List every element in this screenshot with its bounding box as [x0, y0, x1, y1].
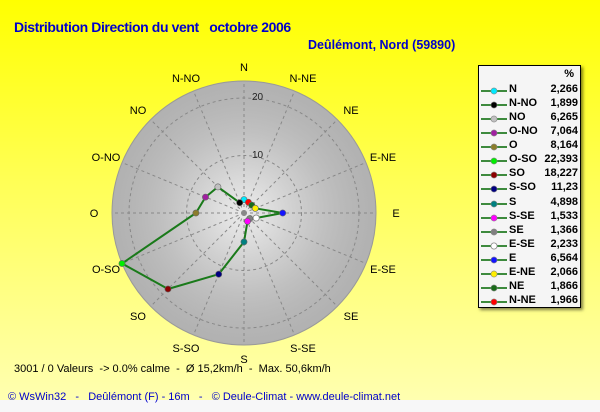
svg-text:S-SE: S-SE	[290, 343, 316, 355]
svg-text:O-SO: O-SO	[92, 264, 121, 276]
svg-text:O-NO: O-NO	[92, 152, 121, 164]
svg-text:E-NE: E-NE	[370, 152, 396, 164]
svg-text:NE: NE	[343, 105, 358, 117]
svg-text:20: 20	[252, 92, 264, 103]
svg-text:SE: SE	[344, 311, 359, 323]
svg-text:S-SO: S-SO	[173, 343, 200, 355]
svg-text:O: O	[90, 208, 99, 220]
svg-text:SO: SO	[130, 311, 146, 323]
svg-text:N-NO: N-NO	[172, 73, 201, 85]
svg-text:N-NE: N-NE	[290, 73, 317, 85]
svg-text:E-SE: E-SE	[370, 264, 396, 276]
svg-text:10: 10	[252, 150, 264, 161]
svg-text:NO: NO	[130, 105, 147, 117]
svg-text:N: N	[240, 62, 248, 74]
svg-text:E: E	[392, 208, 399, 220]
